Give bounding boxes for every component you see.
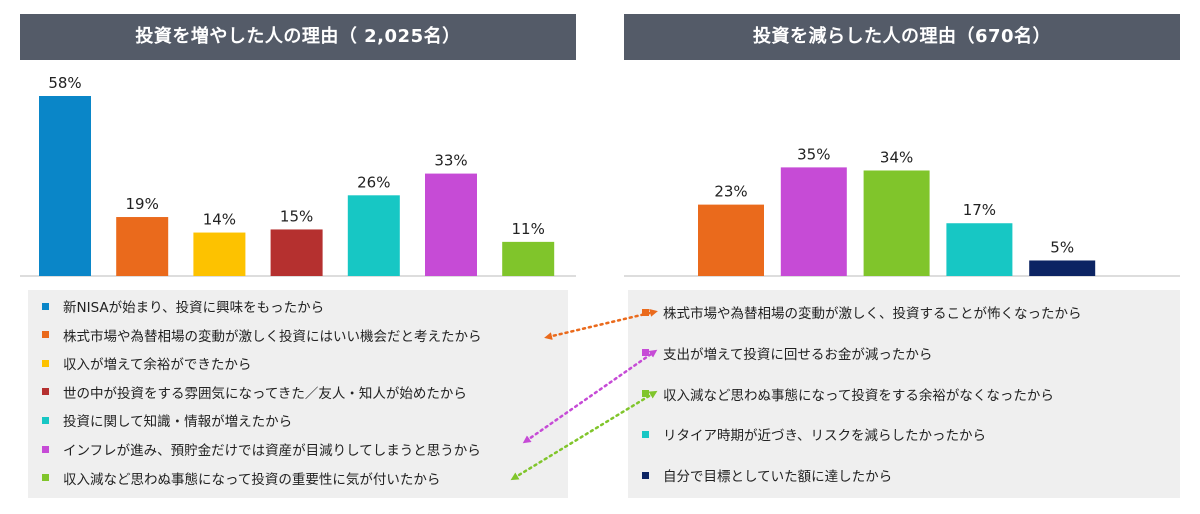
legend-item: 投資に関して知識・情報が増えたから bbox=[42, 409, 562, 431]
bar bbox=[270, 229, 323, 276]
bar bbox=[1029, 260, 1096, 276]
legend-label: 株式市場や為替相場の変動が激しく、投資することが怖くなったから bbox=[663, 306, 1082, 322]
legend-swatch bbox=[642, 430, 649, 438]
bar-value-label: 23% bbox=[714, 183, 747, 201]
bar-value-label: 15% bbox=[280, 207, 313, 225]
legend-swatch bbox=[42, 302, 49, 310]
bar bbox=[698, 204, 764, 276]
bar-value-label: 34% bbox=[880, 148, 913, 166]
legend-item: 新NISAが始まり、投資に興味をもったから bbox=[42, 295, 562, 317]
legend-label: 株式市場や為替相場の変動が激しく投資にはいい機会だと考えたから bbox=[63, 328, 482, 345]
legend-item: 株式市場や為替相場の変動が激しく投資にはいい機会だと考えたから bbox=[42, 324, 562, 346]
legend-item: 収入が増えて余裕ができたから bbox=[42, 352, 562, 374]
bar-value-label: 58% bbox=[48, 74, 81, 92]
bar bbox=[347, 195, 400, 276]
legend-label: 収入減など思わぬ事態になって投資をする余裕がなくなったから bbox=[663, 387, 1054, 404]
legend-swatch bbox=[642, 349, 649, 357]
legend-swatch bbox=[42, 331, 49, 339]
bar bbox=[946, 223, 1013, 276]
legend-item: 自分で目標としていた額に達したから bbox=[642, 464, 1174, 486]
bar bbox=[116, 217, 169, 276]
legend-label: 新NISAが始まり、投資に興味をもったから bbox=[63, 300, 325, 316]
legend-label: 収入減など思わぬ事態になって投資の重要性に気が付いたから bbox=[63, 471, 441, 488]
legend-swatch bbox=[642, 308, 649, 316]
legend-swatch bbox=[42, 359, 49, 367]
left-bar-chart: 58% 19% 14% 15% 26% 33% 11% bbox=[20, 74, 576, 277]
bar-value-label: 35% bbox=[797, 145, 830, 163]
legend-label: 収入が増えて余裕ができたから bbox=[63, 357, 252, 374]
legend-item: インフレが進み、預貯金だけでは資産が目減りしてしまうと思うから bbox=[42, 438, 562, 460]
legend-swatch bbox=[42, 474, 49, 482]
legend-item: 収入減など思わぬ事態になって投資をする余裕がなくなったから bbox=[642, 383, 1174, 405]
bar-value-label: 17% bbox=[963, 201, 996, 219]
bar bbox=[780, 167, 847, 276]
legend-item: 支出が増えて投資に回せるお金が減ったから bbox=[642, 342, 1174, 364]
bar bbox=[425, 173, 477, 276]
bar bbox=[39, 96, 91, 276]
legend-label: 世の中が投資をする雰囲気になってきた／友人・知人が始めたから bbox=[63, 385, 467, 402]
legend-swatch bbox=[42, 416, 49, 424]
bar-value-label: 26% bbox=[357, 173, 390, 191]
legend-swatch bbox=[42, 388, 49, 396]
legend-label: 支出が増えて投資に回せるお金が減ったから bbox=[663, 346, 933, 363]
bar bbox=[193, 232, 246, 276]
legend-item: リタイア時期が近づき、リスクを減らしたかったから bbox=[642, 423, 1174, 445]
legend-swatch bbox=[642, 471, 649, 479]
right-bar-chart: 23% 35% 34% 17% 5% bbox=[624, 145, 1180, 277]
legend-item: 収入減など思わぬ事態になって投資の重要性に気が付いたから bbox=[42, 467, 562, 489]
legend-label: インフレが進み、預貯金だけでは資産が目減りしてしまうと思うから bbox=[63, 443, 481, 459]
right-panel-title: 投資を減らした人の理由（670名） bbox=[624, 14, 1180, 60]
legend-swatch bbox=[642, 390, 649, 398]
legend-item: 世の中が投資をする雰囲気になってきた／友人・知人が始めたから bbox=[42, 381, 562, 403]
bar bbox=[502, 241, 555, 276]
legend-label: 自分で目標としていた額に達したから bbox=[663, 469, 893, 486]
left-legend: 新NISAが始まり、投資に興味をもったから株式市場や為替相場の変動が激しく投資に… bbox=[28, 290, 568, 498]
bar bbox=[863, 170, 930, 276]
bar-value-label: 11% bbox=[512, 220, 545, 238]
left-panel-title: 投資を増やした人の理由（ 2,025名） bbox=[20, 14, 576, 60]
right-legend: 株式市場や為替相場の変動が激しく、投資することが怖くなったから 支出が増えて投資に… bbox=[628, 290, 1180, 498]
bar-value-label: 19% bbox=[126, 195, 159, 213]
bar-value-label: 33% bbox=[434, 152, 467, 170]
legend-label: 投資に関して知識・情報が増えたから bbox=[63, 414, 293, 431]
bar-value-label: 14% bbox=[203, 211, 236, 229]
legend-item: 株式市場や為替相場の変動が激しく、投資することが怖くなったから bbox=[642, 301, 1174, 323]
bar-value-label: 5% bbox=[1050, 238, 1074, 256]
legend-swatch bbox=[42, 445, 49, 453]
legend-label: リタイア時期が近づき、リスクを減らしたかったから bbox=[663, 428, 987, 445]
